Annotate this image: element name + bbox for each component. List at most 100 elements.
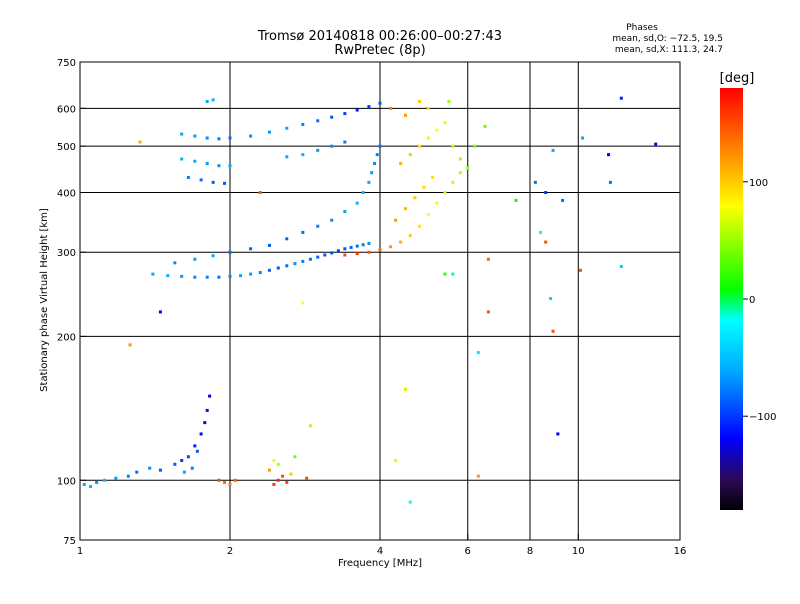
echo-point [323, 253, 327, 257]
echo-point [128, 343, 132, 347]
echo-point [193, 134, 197, 138]
echo-point [217, 275, 221, 279]
echo-point [378, 101, 382, 105]
echo-point [373, 161, 377, 165]
echo-point [276, 266, 280, 270]
echo-point [193, 275, 197, 279]
echo-point [378, 248, 382, 252]
echo-point [330, 251, 334, 255]
echo-point [228, 250, 232, 254]
echo-point [443, 121, 447, 125]
echo-point [205, 161, 209, 165]
y-tick-label: 750 [57, 58, 76, 69]
echo-point [217, 137, 221, 141]
echo-point [370, 171, 374, 175]
y-axis-label: Stationary phase Virtual Height [km] [39, 208, 50, 392]
legend-o-mode: mean, sd,O: −72.5, 19.5 [612, 34, 723, 44]
echo-point [258, 271, 262, 275]
echo-point [355, 201, 359, 205]
echo-point [293, 455, 297, 459]
echo-point [190, 466, 194, 470]
echo-point [539, 230, 543, 234]
echo-point [607, 153, 611, 157]
echo-point [173, 261, 177, 265]
echo-point [417, 144, 421, 148]
echo-point [451, 180, 455, 184]
echo-point [205, 100, 209, 104]
echo-point [305, 476, 309, 480]
echo-point [408, 500, 412, 504]
x-tick-label: 8 [527, 546, 533, 557]
y-tick-label: 600 [57, 104, 76, 115]
echo-point [148, 466, 152, 470]
echo-point [285, 264, 289, 268]
echo-point [608, 180, 612, 184]
echo-point [549, 297, 553, 301]
echo-point [417, 100, 421, 104]
echo-point [367, 250, 371, 254]
echo-point [408, 234, 412, 238]
echo-point [199, 432, 203, 436]
echo-point [158, 468, 162, 472]
echo-point [431, 175, 435, 179]
echo-point [180, 458, 184, 462]
grid-lines [80, 62, 680, 540]
echo-point [301, 230, 305, 234]
x-axis-label: Frequency [MHz] [338, 558, 422, 569]
echo-point [103, 478, 107, 482]
echo-point [285, 237, 289, 241]
echo-point [458, 157, 462, 161]
echo-point [205, 408, 209, 412]
echo-point [316, 119, 320, 123]
echo-point [186, 455, 190, 459]
echo-point [447, 100, 451, 104]
echo-point [394, 218, 398, 222]
echo-point [158, 310, 162, 314]
echo-point [193, 257, 197, 261]
x-axis-ticks: 1 2 4 6 8 10 16 [77, 534, 687, 557]
echo-point [211, 180, 215, 184]
echo-point [619, 96, 623, 100]
echo-point [316, 255, 320, 259]
x-tick-label: 1 [77, 546, 83, 557]
echo-point [349, 245, 353, 249]
echo-point [228, 482, 232, 486]
y-tick-label: 500 [57, 142, 76, 153]
echo-point [422, 185, 426, 189]
legend-x-mode: mean, sd,X: 111.3, 24.7 [615, 45, 723, 55]
echo-point [443, 190, 447, 194]
y-axis-ticks: 75 100 200 300 400 500 600 750 [57, 58, 86, 547]
echo-point [173, 462, 177, 466]
echo-point [330, 218, 334, 222]
colorbar-tick-label: −100 [749, 412, 776, 423]
echo-point [451, 272, 455, 276]
echo-point [223, 480, 227, 484]
echo-point [301, 301, 305, 305]
y-tick-label: 200 [57, 332, 76, 343]
echo-point [193, 444, 197, 448]
echo-point [551, 148, 555, 152]
echo-point [435, 128, 439, 132]
echo-point [458, 171, 462, 175]
echo-point [135, 470, 139, 474]
echo-point [355, 252, 359, 256]
echo-point [193, 159, 197, 163]
echo-point [316, 148, 320, 152]
echo-point [267, 243, 271, 247]
echo-point [466, 166, 470, 170]
y-tick-label: 75 [63, 536, 76, 547]
echo-point [166, 274, 170, 278]
echo-point [182, 470, 186, 474]
echo-point [403, 387, 407, 391]
echo-point [301, 259, 305, 263]
x-tick-label: 16 [674, 546, 687, 557]
echo-point [276, 478, 280, 482]
colorbar-tick-label: 0 [749, 295, 755, 306]
echo-point [205, 275, 209, 279]
echo-point [619, 265, 623, 269]
echo-point [205, 136, 209, 140]
echo-point [285, 126, 289, 130]
echo-point [267, 268, 271, 272]
echo-point [138, 140, 142, 144]
echo-point [95, 480, 99, 484]
